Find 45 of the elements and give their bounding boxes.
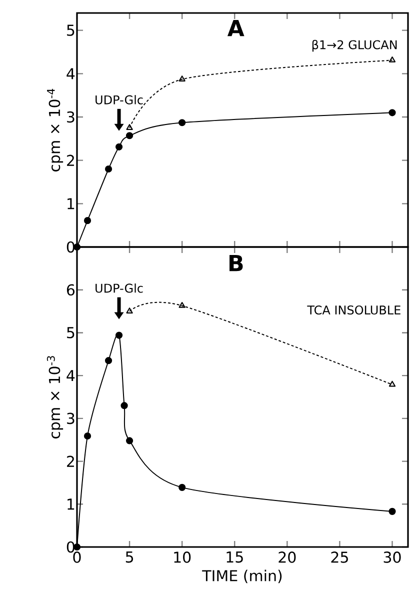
x-tick-label: 5 xyxy=(126,552,133,563)
y-tick-label: 1 xyxy=(68,498,74,510)
y-tick-label: 3 xyxy=(67,412,74,424)
annotation: UDP-Glc xyxy=(96,95,143,104)
point xyxy=(126,124,133,130)
x-axis-title: TIME (min) xyxy=(202,570,282,584)
point xyxy=(178,302,186,308)
x-tick-label: 20 xyxy=(278,552,296,563)
y-axis-title: cpm × 10$^{-4}$ xyxy=(47,88,64,172)
point xyxy=(115,143,123,150)
series-label: β1→2 GLUCAN xyxy=(312,40,397,52)
point xyxy=(126,308,133,314)
chart-title: B xyxy=(230,255,243,272)
y-tick-label: 5 xyxy=(67,327,74,338)
point xyxy=(120,402,128,410)
point xyxy=(178,484,186,491)
y-tick-label: 3 xyxy=(67,111,74,123)
point xyxy=(388,508,396,515)
y-tick-label: 4 xyxy=(66,370,75,382)
y-axis-title: cpm × 10$^{-3}$ xyxy=(46,356,64,438)
point xyxy=(178,119,186,126)
point xyxy=(104,165,112,173)
y-tick-label: 1 xyxy=(68,198,74,210)
y-tick-label: 5 xyxy=(67,24,74,36)
y-tick-label: 2 xyxy=(67,154,74,166)
point xyxy=(84,217,92,224)
chart-title: A xyxy=(227,20,244,36)
annotation: UDP-Glc xyxy=(96,283,143,293)
point xyxy=(104,357,112,364)
y-tick-label: 4 xyxy=(66,68,75,80)
x-tick-label: 30 xyxy=(384,552,401,563)
point xyxy=(388,380,396,387)
point xyxy=(178,76,186,82)
point xyxy=(84,432,92,440)
point xyxy=(388,56,396,62)
x-tick-label: 25 xyxy=(331,552,348,563)
text: TCA INSOLUBLE xyxy=(307,305,400,315)
point xyxy=(388,109,396,116)
point xyxy=(115,332,123,339)
y-tick-label: 2 xyxy=(67,456,74,467)
x-tick-label: 15 xyxy=(226,552,243,563)
point xyxy=(126,437,134,444)
x-tick-label: 10 xyxy=(174,552,191,563)
y-tick-label: 6 xyxy=(66,284,75,296)
point xyxy=(126,132,134,140)
